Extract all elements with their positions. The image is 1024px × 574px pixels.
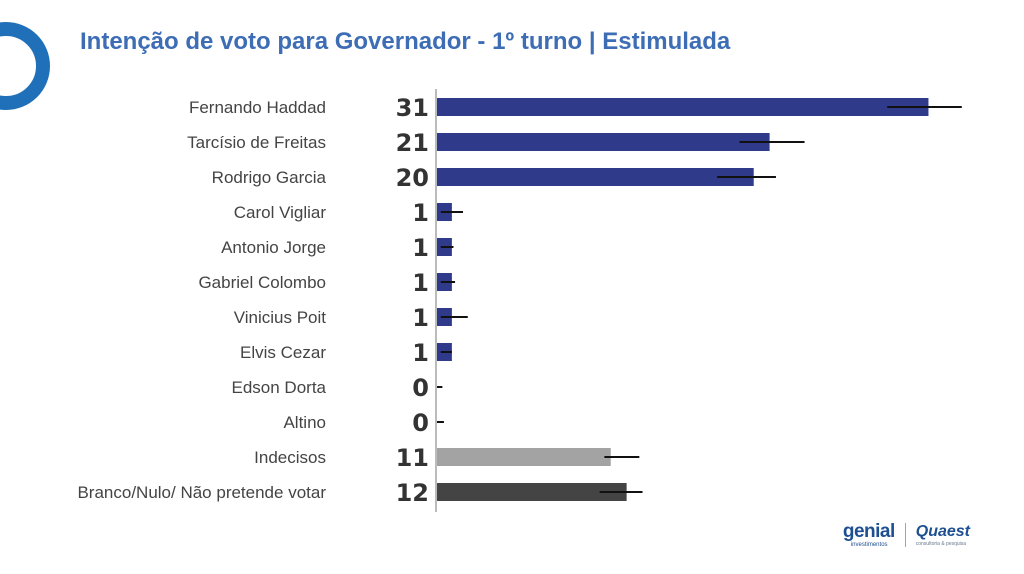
category-label: Vinicius Poit bbox=[234, 308, 327, 327]
bar bbox=[436, 98, 929, 116]
bar bbox=[436, 483, 627, 501]
value-label: 1 bbox=[412, 199, 429, 227]
genial-logo-word: genial bbox=[842, 521, 895, 542]
bar bbox=[436, 133, 770, 151]
category-label: Rodrigo Garcia bbox=[212, 168, 327, 187]
value-label: 0 bbox=[412, 374, 429, 402]
footer-logos: genial investimentos Quaest consultoria … bbox=[843, 522, 970, 548]
category-label: Fernando Haddad bbox=[189, 98, 326, 117]
logo-divider bbox=[904, 523, 906, 547]
value-label: 1 bbox=[412, 339, 429, 367]
category-label: Carol Vigliar bbox=[234, 203, 327, 222]
bar bbox=[436, 168, 754, 186]
value-label: 21 bbox=[396, 129, 429, 157]
value-label: 12 bbox=[396, 479, 429, 507]
category-label: Altino bbox=[283, 413, 326, 432]
quaest-logo-subtitle: consultoria & pesquisa bbox=[915, 540, 967, 547]
quaest-logo-word: Quaest bbox=[915, 522, 970, 540]
page-title: Intenção de voto para Governador - 1º tu… bbox=[80, 28, 731, 55]
value-label: 0 bbox=[412, 409, 429, 437]
quaest-logo: Quaest consultoria & pesquisa bbox=[915, 522, 970, 547]
value-label: 1 bbox=[412, 269, 429, 297]
value-label: 11 bbox=[396, 444, 429, 472]
category-label: Tarcísio de Freitas bbox=[187, 133, 326, 152]
category-label: Elvis Cezar bbox=[240, 343, 326, 362]
bar bbox=[436, 448, 611, 466]
category-label: Branco/Nulo/ Não pretende votar bbox=[77, 483, 326, 502]
value-label: 31 bbox=[396, 94, 429, 122]
category-label: Indecisos bbox=[254, 448, 326, 467]
value-label: 20 bbox=[396, 164, 429, 192]
genial-logo-subtitle: investimentos bbox=[850, 542, 888, 548]
category-label: Edson Dorta bbox=[232, 378, 327, 397]
category-label: Antonio Jorge bbox=[221, 238, 326, 257]
value-label: 1 bbox=[412, 234, 429, 262]
value-label: 1 bbox=[412, 304, 429, 332]
category-label: Gabriel Colombo bbox=[198, 273, 326, 292]
genial-logo: genial investimentos bbox=[843, 522, 895, 548]
